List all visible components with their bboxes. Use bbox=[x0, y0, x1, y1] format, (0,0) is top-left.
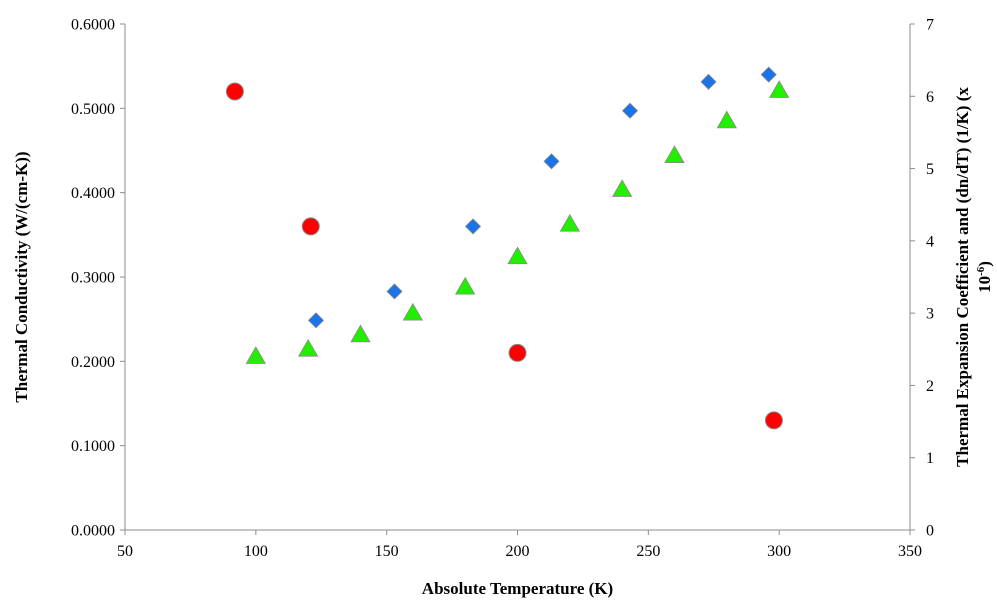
y-axis-right-title-line2: 10-6) bbox=[975, 261, 994, 293]
data-point-triangle bbox=[768, 80, 790, 98]
y2-tick-label: 4 bbox=[926, 233, 934, 250]
x-tick-label: 150 bbox=[375, 543, 399, 560]
data-point-diamond bbox=[386, 283, 403, 300]
y-axis-left-ticks: 0.0000 0.1000 0.2000 0.3000 0.4000 0.5000 0.60… bbox=[71, 17, 125, 540]
data-point-triangle bbox=[350, 324, 371, 343]
series-diamond bbox=[307, 66, 777, 329]
y-tick-label: 0.4000 bbox=[71, 185, 115, 202]
y-axis-right-title-line1: Thermal Expansion Coefficient and (dn/dT… bbox=[953, 87, 972, 467]
data-point-diamond bbox=[760, 66, 777, 83]
y2-tick-label: 5 bbox=[926, 161, 934, 178]
x-axis-ticks: 50 100 150 200 250 300 350 bbox=[117, 530, 922, 560]
series-triangle bbox=[245, 80, 790, 364]
y-axis-right-title-base: 10 bbox=[975, 276, 994, 293]
y-tick-label: 0.0000 bbox=[71, 523, 115, 540]
y2-tick-label: 7 bbox=[926, 17, 934, 34]
data-point-diamond bbox=[307, 312, 325, 329]
y-axis-left-title: Thermal Conductivity (W/(cm-K)) bbox=[12, 151, 31, 402]
x-tick-label: 100 bbox=[244, 543, 268, 560]
data-point-circle bbox=[764, 411, 783, 430]
data-point-diamond bbox=[621, 102, 639, 119]
y-tick-label: 0.1000 bbox=[71, 438, 115, 455]
plot-area bbox=[124, 24, 911, 531]
data-point-triangle bbox=[716, 110, 738, 129]
data-point-circle bbox=[301, 217, 320, 236]
x-tick-label: 50 bbox=[117, 543, 133, 560]
y-axis-right-ticks: 0 1 2 3 4 5 6 7 bbox=[910, 17, 934, 540]
y-axis-right-title-sup: -6 bbox=[975, 266, 987, 276]
x-tick-label: 200 bbox=[506, 543, 530, 560]
y-tick-label: 0.6000 bbox=[71, 17, 115, 34]
data-point-triangle bbox=[507, 246, 528, 265]
data-point-triangle bbox=[402, 302, 424, 321]
y2-tick-label: 0 bbox=[926, 523, 934, 540]
y2-tick-label: 6 bbox=[926, 89, 934, 106]
series-circle bbox=[225, 82, 783, 430]
data-point-triangle bbox=[297, 338, 319, 357]
data-point-triangle bbox=[245, 346, 267, 364]
data-point-diamond bbox=[700, 73, 717, 90]
data-point-triangle bbox=[611, 179, 633, 197]
x-axis-title: Absolute Temperature (K) bbox=[422, 579, 613, 598]
data-point-diamond bbox=[464, 218, 482, 235]
y-tick-label: 0.2000 bbox=[71, 354, 115, 371]
x-tick-label: 300 bbox=[767, 543, 791, 560]
data-point-triangle bbox=[454, 276, 476, 295]
x-tick-label: 350 bbox=[898, 543, 922, 560]
y-tick-label: 0.5000 bbox=[71, 101, 115, 118]
data-point-triangle bbox=[664, 145, 685, 163]
series-layer bbox=[225, 66, 790, 430]
y2-tick-label: 1 bbox=[926, 450, 934, 467]
y2-tick-label: 3 bbox=[926, 306, 934, 323]
y-tick-label: 0.3000 bbox=[71, 270, 115, 287]
y-axis-right-title-close: ) bbox=[975, 261, 994, 267]
data-point-circle bbox=[508, 343, 527, 362]
y2-tick-label: 2 bbox=[926, 378, 934, 395]
data-point-diamond bbox=[543, 153, 560, 170]
data-point-circle bbox=[225, 82, 244, 101]
x-tick-label: 250 bbox=[636, 543, 660, 560]
data-point-triangle bbox=[559, 213, 581, 232]
